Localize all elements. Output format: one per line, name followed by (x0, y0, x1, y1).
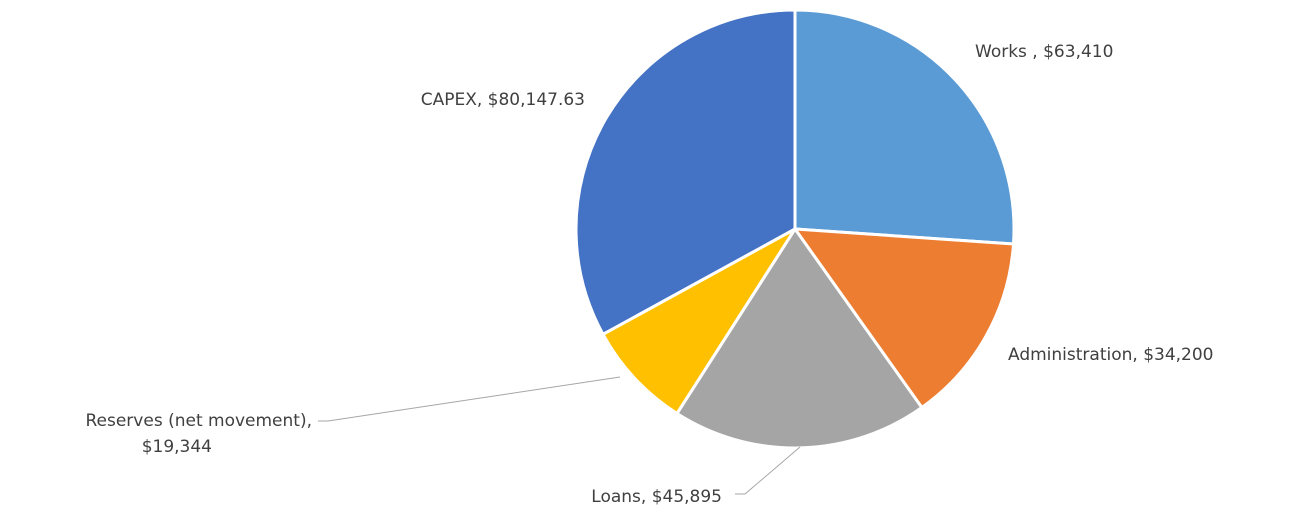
leader-line (318, 376, 621, 422)
pie-slice (601, 227, 797, 415)
data-label: Loans, $45,895 (591, 487, 722, 507)
data-label: CAPEX, $80,147.63 (421, 90, 585, 110)
pie-slice (574, 8, 797, 336)
pie-slice (793, 227, 1015, 410)
pie-slice (793, 8, 1016, 246)
pie-slice (675, 227, 924, 450)
data-label: Reserves (net movement), $19,344 (85, 411, 312, 457)
leader-line (735, 446, 801, 495)
data-label: Works , $63,410 (975, 42, 1113, 62)
data-label: Administration, $34,200 (1008, 345, 1214, 365)
